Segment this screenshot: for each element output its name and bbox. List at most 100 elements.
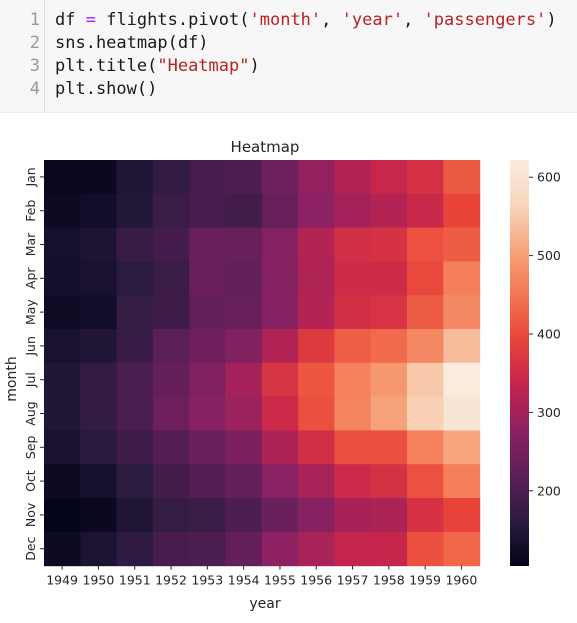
code-token: ): [546, 10, 557, 30]
heatmap-cell: [116, 227, 154, 262]
y-tick-label: Oct: [23, 470, 38, 492]
y-axis-label: month: [4, 356, 20, 401]
colorbar-tick-label: 200: [537, 483, 561, 498]
heatmap-cell: [298, 160, 335, 195]
heatmap-cell: [407, 464, 444, 499]
heatmap-cell: [298, 498, 335, 533]
heatmap-cell: [116, 396, 154, 431]
heatmap-cell: [443, 295, 481, 330]
heatmap-cell: [189, 362, 227, 398]
heatmap-cell: [298, 531, 335, 567]
heatmap-cell: [370, 531, 408, 567]
colorbar: [510, 160, 529, 566]
code-token: df: [55, 10, 86, 30]
heatmap-chart: Heatmap 1949 1950 1951 1952 1953 1954 1955 1956…: [4, 138, 561, 612]
heatmap-cell: [370, 261, 408, 296]
heatmap-cell: [225, 396, 263, 431]
colorbar-tick-label: 300: [537, 405, 561, 420]
heatmap-cell: [407, 362, 444, 398]
heatmap-cell: [152, 430, 190, 465]
heatmap-cell: [189, 261, 227, 296]
heatmap-cell: [443, 261, 481, 296]
heatmap-cell: [44, 396, 81, 431]
x-tick-label: 1956: [300, 573, 332, 588]
heatmap-cell: [298, 464, 335, 499]
y-tick-label: Dec: [23, 536, 38, 560]
heatmap-cell: [189, 430, 227, 465]
heatmap-cell: [261, 531, 299, 567]
heatmap-cell: [116, 160, 154, 195]
code-cell[interactable]: 1 df = flights.pivot('month', 'year', 'pa…: [0, 0, 577, 113]
heatmap-cell: [225, 295, 263, 330]
heatmap-cell: [443, 329, 481, 364]
heatmap-cell: [225, 430, 263, 465]
heatmap-cell: [44, 362, 81, 398]
heatmap-cell: [44, 531, 81, 567]
heatmap-cell: [443, 193, 481, 229]
heatmap-cell: [44, 464, 81, 499]
heatmap-cell: [443, 531, 481, 567]
chart-title: Heatmap: [231, 138, 300, 156]
heatmap-cell: [189, 160, 227, 195]
y-tick-label: Mar: [23, 232, 38, 256]
heatmap-cell: [225, 261, 263, 296]
heatmap-cell: [116, 464, 154, 499]
y-tick-label: Apr: [23, 267, 38, 289]
colorbar-ticks: 200 300 400 500 600: [529, 170, 561, 498]
y-tick-label: May: [23, 299, 38, 325]
colorbar-tick-label: 400: [537, 327, 561, 342]
heatmap-cell: [44, 227, 81, 262]
x-tick-label: 1958: [373, 573, 405, 588]
y-tick-label: Jun: [23, 336, 38, 357]
string-token: 'year': [341, 10, 404, 30]
x-tick-label: 1951: [119, 573, 151, 588]
heatmap-cell: [407, 430, 444, 465]
x-tick-label: 1960: [445, 573, 477, 588]
heatmap-cell: [261, 227, 299, 262]
heatmap-cell: [189, 193, 227, 229]
heatmap-cell: [334, 295, 372, 330]
heatmap-cell: [44, 498, 81, 533]
y-tick-label: Nov: [23, 502, 38, 527]
heatmap-cell: [116, 329, 154, 364]
heatmap-cell: [189, 295, 227, 330]
x-tick-label: 1953: [191, 573, 223, 588]
heatmap-cell: [116, 430, 154, 465]
heatmap-cell: [80, 261, 118, 296]
heatmap-cell: [334, 430, 372, 465]
code-text: plt.show(): [55, 78, 157, 101]
heatmap-cell: [261, 464, 299, 499]
heatmap-cell: [407, 329, 444, 364]
x-tick-label: 1950: [82, 573, 114, 588]
code-token: ): [249, 56, 260, 76]
heatmap-cell: [334, 227, 372, 262]
heatmap-cell: [370, 464, 408, 499]
colorbar-tick-label: 500: [537, 248, 561, 263]
heatmap-cell: [80, 160, 118, 195]
heatmap-cell: [261, 396, 299, 431]
heatmap-cell: [152, 498, 190, 533]
heatmap-cell: [298, 362, 335, 398]
heatmap-cell: [334, 396, 372, 431]
heatmap-cell: [407, 261, 444, 296]
heatmap-cells: [44, 160, 481, 567]
heatmap-cell: [298, 193, 335, 229]
heatmap-cell: [152, 531, 190, 567]
x-tick-label: 1955: [264, 573, 296, 588]
heatmap-cell: [443, 464, 481, 499]
heatmap-cell: [370, 193, 408, 229]
heatmap-cell: [44, 329, 81, 364]
heatmap-cell: [334, 160, 372, 195]
x-tick-label: 1957: [337, 573, 369, 588]
heatmap-cell: [261, 295, 299, 330]
code-token: flights.pivot(: [95, 10, 250, 30]
code-token: plt.title(: [55, 56, 158, 76]
heatmap-cell: [261, 261, 299, 296]
heatmap-cell: [370, 362, 408, 398]
heatmap-cell: [189, 498, 227, 533]
heatmap-cell: [44, 261, 81, 296]
heatmap-cell: [298, 329, 335, 364]
heatmap-cell: [407, 396, 444, 431]
code-token: ,: [321, 10, 342, 30]
heatmap-cell: [298, 261, 335, 296]
